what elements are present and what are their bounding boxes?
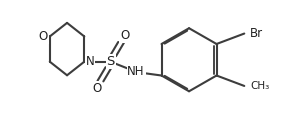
- Text: NH: NH: [127, 65, 145, 78]
- Text: O: O: [39, 30, 48, 43]
- Text: N: N: [86, 55, 94, 68]
- Text: S: S: [107, 55, 115, 68]
- Text: O: O: [120, 29, 129, 42]
- Text: CH₃: CH₃: [251, 81, 270, 91]
- Text: O: O: [92, 82, 102, 95]
- Text: Br: Br: [250, 27, 263, 40]
